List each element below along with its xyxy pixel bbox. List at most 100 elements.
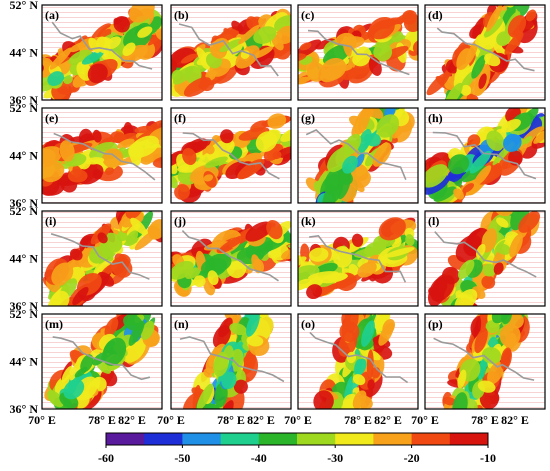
colorbar-tick-label: -50 xyxy=(174,451,190,465)
field-cell xyxy=(69,248,83,261)
field-cell xyxy=(342,155,358,174)
field-cell xyxy=(113,16,130,33)
field-cell xyxy=(129,144,142,166)
field-cell xyxy=(174,184,190,200)
panel-n: (n) xyxy=(170,313,292,410)
field-cell xyxy=(85,157,105,165)
field-cell xyxy=(351,233,364,247)
panel-frame xyxy=(41,313,163,410)
field-cell xyxy=(509,233,523,258)
field-layer xyxy=(298,9,418,89)
field-cell xyxy=(205,145,215,155)
panel-frame xyxy=(170,313,292,410)
field-cell xyxy=(207,139,235,162)
colorbar-segment xyxy=(335,433,374,445)
field-cell xyxy=(244,349,254,367)
border-line xyxy=(309,331,409,384)
field-cell xyxy=(92,352,107,366)
field-cell xyxy=(403,13,418,33)
field-layer xyxy=(171,8,291,97)
field-cell xyxy=(306,62,326,82)
panel-label: (o) xyxy=(301,317,315,331)
field-cell xyxy=(486,5,503,32)
field-cell xyxy=(496,217,509,228)
field-cell xyxy=(457,259,475,280)
x-tick-label: 82° E xyxy=(501,413,529,427)
panel-p: (p) xyxy=(424,313,546,410)
field-cell xyxy=(507,15,527,38)
y-tick-label: 44° N xyxy=(10,46,39,60)
panel-frame xyxy=(424,313,546,410)
field-cell xyxy=(352,390,367,409)
field-cell xyxy=(426,71,450,96)
field-cell xyxy=(332,246,353,268)
field-cell xyxy=(125,230,139,245)
panel-frame xyxy=(297,4,419,101)
y-tick-label: 52° N xyxy=(10,101,39,115)
panel-l: (l) xyxy=(424,210,546,307)
y-tick-label: 36° N xyxy=(10,402,39,416)
border-line xyxy=(178,23,279,77)
field-cell xyxy=(266,219,283,240)
field-cell xyxy=(63,379,85,400)
colorbar-segment xyxy=(258,433,298,445)
field-cell xyxy=(491,211,503,222)
x-tick-label: 82° E xyxy=(118,413,146,427)
field-cell xyxy=(405,234,415,246)
border-line xyxy=(51,21,153,70)
field-cell xyxy=(92,129,102,143)
colorbar-segment xyxy=(220,433,260,445)
field-cell xyxy=(361,320,375,347)
field-cell xyxy=(250,120,268,133)
panel-m: (m) xyxy=(41,313,163,410)
panel-label: (n) xyxy=(174,317,189,331)
field-cell xyxy=(81,50,105,65)
field-cell xyxy=(200,257,227,277)
field-cell xyxy=(501,118,521,133)
field-cell xyxy=(320,57,347,81)
field-cell xyxy=(378,322,395,346)
y-tick-label: 36° N xyxy=(10,299,39,313)
panel-frame xyxy=(170,210,292,307)
x-tick-label: 78° E xyxy=(344,413,372,427)
panel-k: (k) xyxy=(297,210,419,307)
panel-frame xyxy=(41,107,163,204)
field-cell xyxy=(306,284,323,300)
field-cell xyxy=(484,53,501,67)
field-cell xyxy=(337,170,353,185)
field-cell xyxy=(376,114,400,138)
field-cell xyxy=(182,148,197,165)
field-layer xyxy=(171,113,291,203)
field-cell xyxy=(51,262,74,286)
panel-label: (a) xyxy=(45,8,59,22)
panel-label: (k) xyxy=(301,214,316,228)
field-cell xyxy=(61,365,73,383)
field-cell xyxy=(477,380,496,393)
panel-frame xyxy=(424,4,546,101)
field-cell xyxy=(462,183,475,193)
field-cell xyxy=(474,316,482,342)
panel-frame xyxy=(424,107,546,204)
field-layer xyxy=(313,314,396,409)
field-cell xyxy=(111,257,133,278)
field-cell xyxy=(245,221,272,242)
panel-g: (g) xyxy=(297,107,419,204)
panel-label: (m) xyxy=(45,317,63,331)
colorbar-segment xyxy=(373,433,413,445)
border-line xyxy=(182,132,280,180)
border-line xyxy=(50,233,150,280)
panel-d: (d) xyxy=(424,4,546,101)
border-line xyxy=(432,131,537,180)
field-cell xyxy=(479,387,500,409)
field-cell xyxy=(274,15,291,33)
panel-b: (b) xyxy=(170,4,292,101)
field-layer xyxy=(182,314,274,409)
field-cell xyxy=(481,347,502,364)
field-cell xyxy=(472,17,486,39)
field-cell xyxy=(367,379,375,391)
field-cell xyxy=(171,58,177,78)
border-line xyxy=(309,234,407,283)
field-cell xyxy=(74,366,88,378)
field-cell xyxy=(384,247,415,258)
field-cell xyxy=(299,42,312,51)
